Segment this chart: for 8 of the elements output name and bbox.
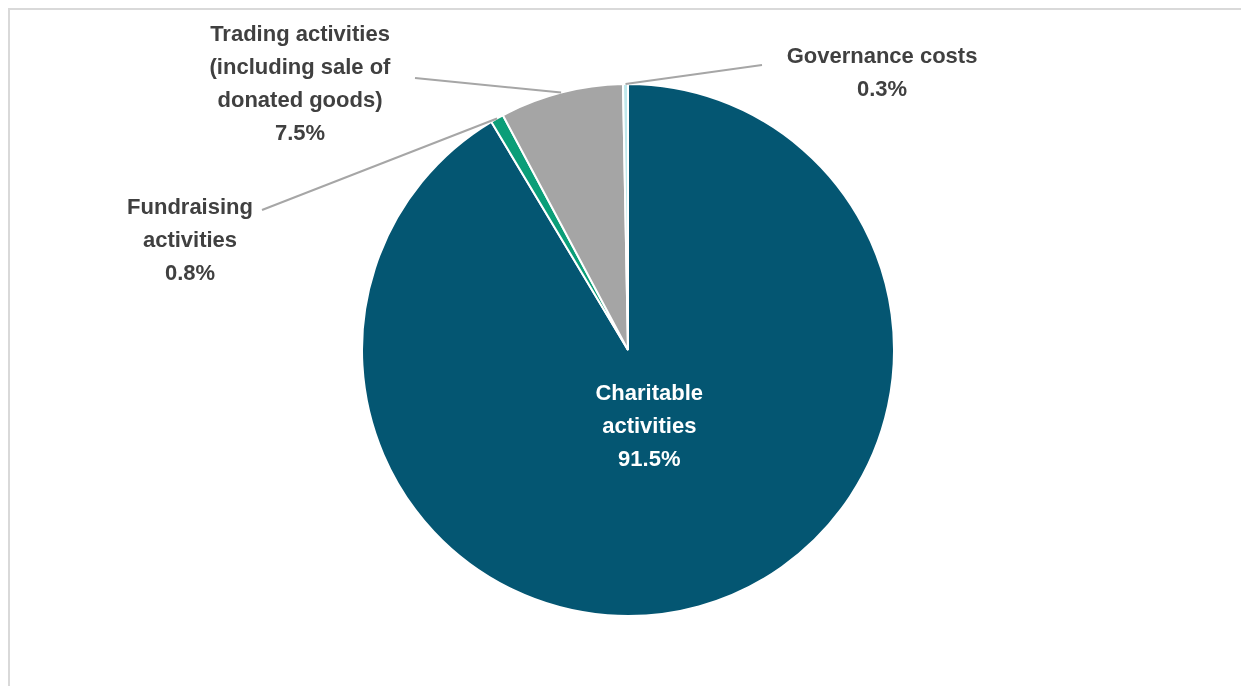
slice-label: Fundraising activities: [127, 194, 253, 253]
data-label: 91.5%: [618, 445, 681, 471]
slice-label: Charitable activities: [595, 379, 704, 438]
data-label: 0.3%: [856, 76, 908, 102]
slice-label: Governance costs: [786, 43, 978, 69]
slice-label: Trading activities (including sale of donated goods): [209, 21, 392, 113]
data-label: 7.5%: [274, 120, 326, 146]
data-label: 0.8%: [164, 260, 216, 286]
